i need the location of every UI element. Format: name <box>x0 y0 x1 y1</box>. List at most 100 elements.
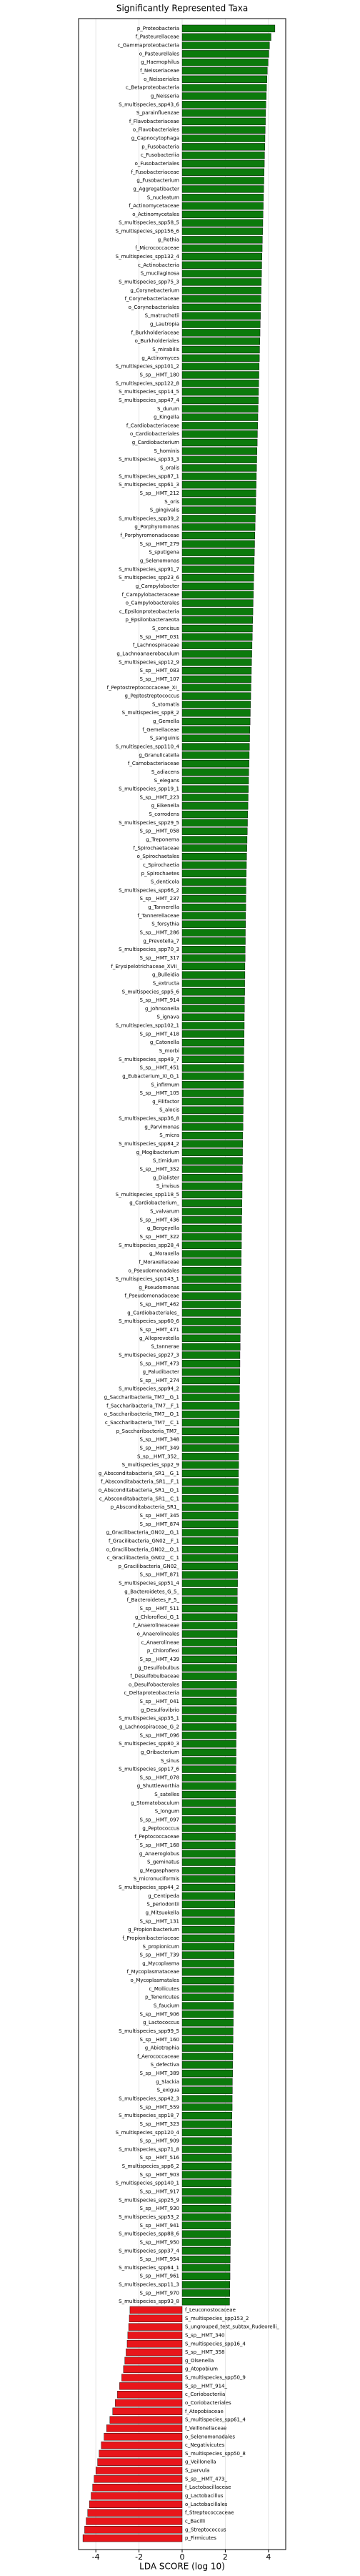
category-label: f_Pasteurellaceae <box>136 34 179 40</box>
bar <box>181 1301 241 1308</box>
x-tick-label: 4 <box>266 2552 271 2562</box>
category-label: f_Streptococcaceae <box>185 2510 234 2516</box>
bar <box>181 2264 231 2272</box>
category-label: f_Campylobacteraceae <box>122 592 179 598</box>
category-label: S_sp__HMT_058 <box>140 829 179 834</box>
category-label: S_alocis <box>159 1107 179 1113</box>
bar <box>121 2374 183 2382</box>
bar <box>181 480 256 489</box>
bar <box>181 447 258 455</box>
category-label: S_multispecies_spp27_3 <box>119 1352 179 1358</box>
bar <box>181 903 246 912</box>
category-label: S_corrodens <box>149 811 179 817</box>
bar <box>181 2204 231 2213</box>
category-label: S_sp__HMT_279 <box>140 541 179 547</box>
bar <box>181 1351 241 1359</box>
category-label: c_Epsilonproteobacteria <box>119 608 179 614</box>
bar <box>181 92 267 100</box>
category-label: S_valvarum <box>150 1209 179 1215</box>
category-label: f_Saccharibacteria_TM7__F_1 <box>106 1403 179 1408</box>
bar <box>181 1757 236 1765</box>
category-label: g_Filifactor <box>152 1099 179 1105</box>
category-label: S_multispecies_spp18_7 <box>119 2113 179 2118</box>
category-label: S_sp__HMT_914 <box>140 997 180 1003</box>
bar <box>181 2069 233 2078</box>
bar <box>109 2416 183 2424</box>
bar <box>181 152 265 159</box>
bar <box>181 1393 240 1401</box>
category-label: S_sp__HMT_317 <box>140 955 179 961</box>
bar <box>181 624 253 633</box>
category-label: S_sp__HMT_237 <box>140 896 179 902</box>
category-label: S_exigua <box>157 2088 179 2093</box>
category-label: S_sputigena <box>149 550 179 556</box>
category-label: c_Fusobacteriia <box>141 152 179 158</box>
category-label: S_multispecies_spp50_8 <box>185 2451 246 2457</box>
x-axis-label: LDA SCORE (log 10) <box>139 2562 225 2572</box>
category-label: S_multispecies_spp87_1 <box>119 473 179 479</box>
category-label: S_sp__HMT_418 <box>140 1031 179 1037</box>
category-label: S_sp__HMT_451 <box>140 1065 179 1071</box>
category-label: S_concisus <box>152 626 179 631</box>
category-label: f_Atopobiaceae <box>185 2409 224 2414</box>
category-label: g_Olsenella <box>185 2358 214 2364</box>
bar <box>181 1968 234 1976</box>
category-label: f_Mycoplasmataceae <box>127 1969 180 1975</box>
category-label: g_Alloprevotella <box>139 1336 179 1341</box>
category-label: S_sp__HMT_105 <box>140 1090 179 1096</box>
category-label: S_sp__HMT_352_ <box>137 1454 179 1459</box>
category-label: S_adiacens <box>151 769 180 775</box>
bar <box>181 1190 243 1199</box>
category-label: f_Actinomycetaceae <box>129 203 179 209</box>
category-label: S_multispecies_spp64_1 <box>119 2265 179 2271</box>
bar <box>181 887 246 894</box>
category-label: c_Bacilli <box>185 2518 205 2524</box>
bar <box>181 1934 235 1943</box>
category-label: g_Capnocytophaga <box>131 136 179 142</box>
category-label: f_Peptococcaceae <box>134 1834 179 1840</box>
category-label: S_multispecies_spp94_2 <box>119 1386 179 1392</box>
category-label: o_Saccharibacteria_TM7__O_1 <box>104 1411 179 1417</box>
category-label: S_multispecies_spp60_6 <box>119 1318 179 1324</box>
bar <box>181 185 264 193</box>
category-label: o_Coriobacteriales <box>185 2400 231 2406</box>
bar <box>181 303 261 312</box>
bar <box>126 2348 183 2357</box>
category-label: g_Lachnoanaerobaculum <box>116 651 179 657</box>
category-label: S_multispecies_spp11_3 <box>119 2282 179 2288</box>
bar <box>181 2128 232 2136</box>
bar <box>181 66 268 75</box>
bar <box>181 1976 234 1985</box>
category-label: S_multispecies_spp17_6 <box>119 1767 179 1772</box>
category-label: f_Lachnospiraceae <box>133 643 179 648</box>
category-label: o_Corynebacteriales <box>129 305 180 310</box>
bar <box>181 1706 237 1714</box>
category-label: S_multispecies_spp6_2 <box>122 2163 179 2169</box>
category-label: f_Cardiobacteriaceae <box>126 423 179 428</box>
bar <box>181 2239 231 2246</box>
bar <box>181 616 253 624</box>
category-label: g_Bacteroidetes_G_5_ <box>124 1589 179 1594</box>
bar <box>181 2146 232 2153</box>
category-label: S_sp__HMT_516 <box>140 2155 180 2161</box>
category-label: S_geminatus <box>147 1860 179 1865</box>
bar <box>181 1985 234 1993</box>
bar <box>181 1571 238 1579</box>
category-label: o_Neisseriales <box>144 77 179 82</box>
category-label: f_Desulfobulbaceae <box>130 1674 179 1679</box>
bar <box>181 75 267 83</box>
category-label: g_Absconditabacteria_SR1__G_1 <box>99 1471 179 1476</box>
category-label: S_multispecies_spp153_2 <box>185 2316 249 2321</box>
category-label: c_Gracilibacteria_GN02__C_1 <box>107 1555 179 1561</box>
category-label: p_Tenericutes <box>145 1995 179 2000</box>
bar <box>181 1630 238 1638</box>
bar <box>181 50 269 58</box>
bar <box>181 1022 245 1030</box>
category-label: o_Gracilibacteria_GN02__O_1 <box>106 1546 179 1552</box>
category-label: o_Anaerolineales <box>137 1631 180 1637</box>
category-label: c_Coriobacteriia <box>185 2392 225 2397</box>
category-label: S_multispecies_spp23_6 <box>119 575 179 581</box>
bar <box>181 557 255 565</box>
bar <box>181 1072 244 1080</box>
category-label: S_mucilaginosa <box>141 271 179 277</box>
